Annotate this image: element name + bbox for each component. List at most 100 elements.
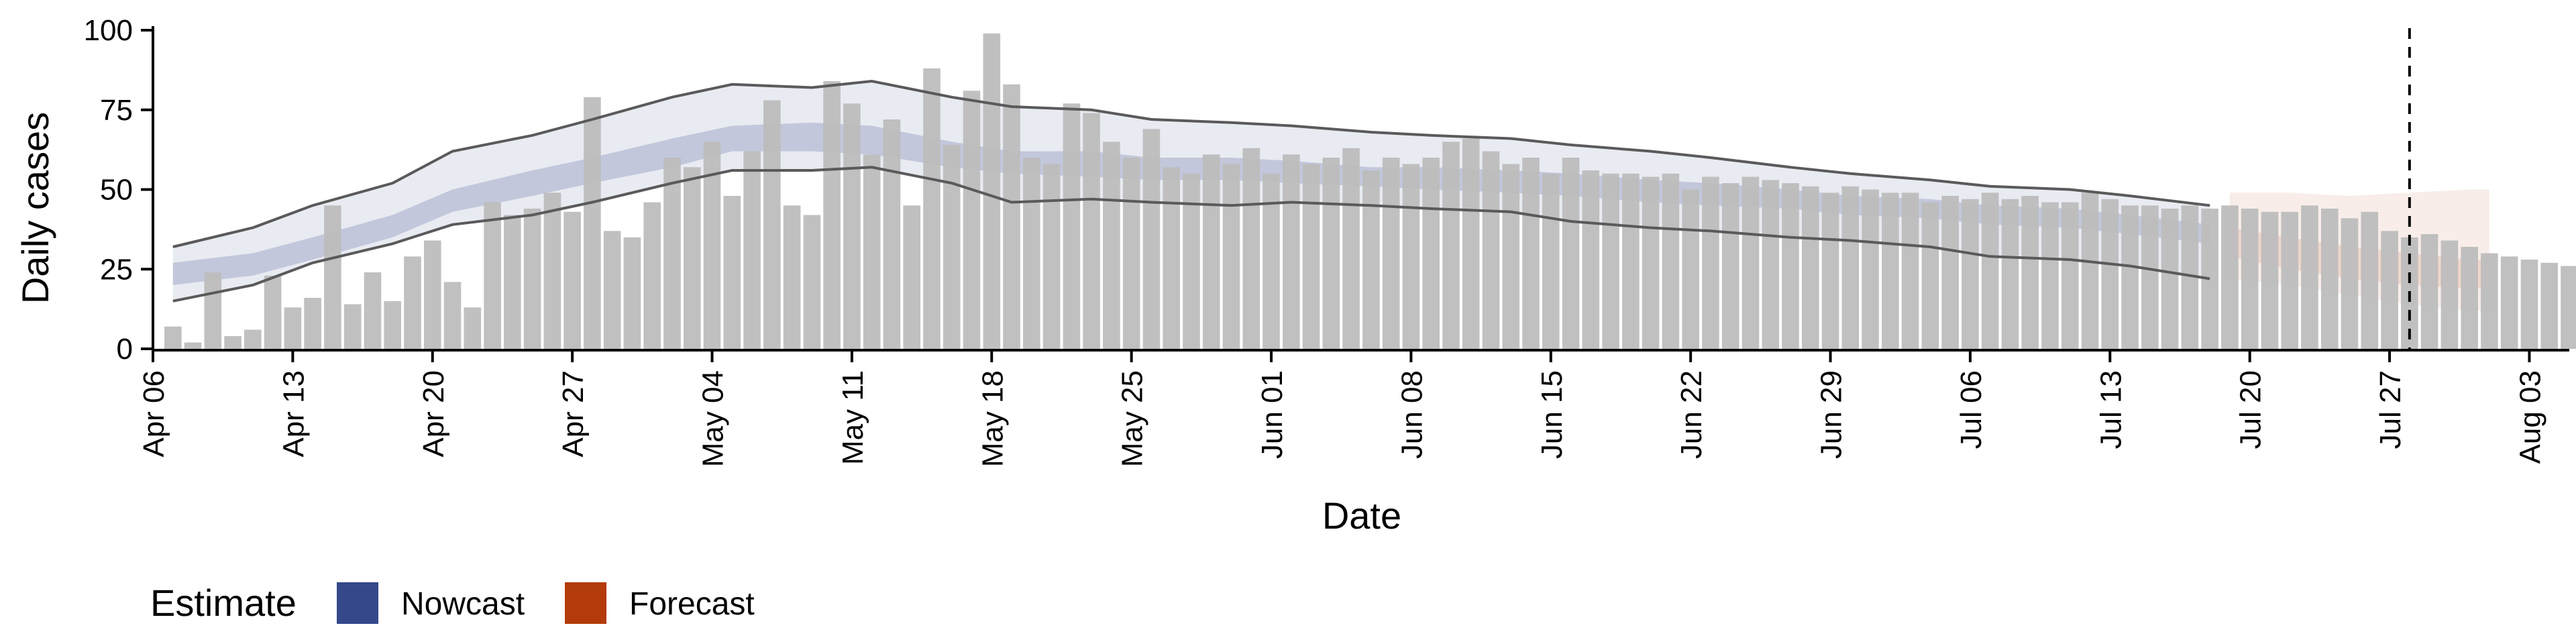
bar	[404, 256, 421, 350]
bar	[1522, 158, 1540, 349]
bar	[1422, 158, 1440, 349]
bar	[1582, 170, 1600, 349]
bar	[1562, 158, 1580, 349]
x-tick-label: May 18	[976, 370, 1009, 467]
bar	[543, 193, 561, 350]
bar	[1782, 183, 1799, 349]
bar	[883, 119, 901, 349]
y-tick-label: 75	[100, 94, 133, 127]
bar	[184, 342, 202, 349]
bar	[1622, 173, 1640, 350]
bar	[464, 307, 482, 350]
x-tick-label: Apr 20	[417, 370, 450, 458]
bar	[663, 158, 681, 349]
bar	[224, 336, 241, 349]
bar	[1482, 151, 1500, 349]
x-tick-label: Jun 22	[1675, 370, 1708, 459]
bar	[1103, 142, 1120, 350]
nowcast-upper-line	[172, 79, 2210, 248]
bar	[2041, 202, 2059, 349]
bar	[1362, 170, 1380, 349]
axes	[141, 26, 2569, 362]
x-tick-label: Jul 06	[1955, 370, 1988, 449]
x-tick-label: Jul 20	[2235, 370, 2267, 449]
legend: Estimate Nowcast Forecast	[150, 582, 755, 624]
bar	[364, 272, 382, 349]
x-tick-label: Apr 13	[277, 370, 310, 458]
bar	[2081, 193, 2099, 350]
nowcast-lower-line	[172, 166, 2210, 303]
bar	[1242, 148, 1260, 350]
x-tick-label: Jun 01	[1256, 370, 1289, 459]
bar	[963, 91, 981, 350]
bar	[1662, 173, 1680, 350]
x-tick-label: Jun 29	[1815, 370, 1848, 459]
legend-swatch-forecast	[565, 582, 606, 624]
bar	[2520, 260, 2538, 349]
bar	[1263, 173, 1280, 350]
bar	[823, 81, 841, 349]
bar	[1163, 167, 1180, 350]
bar	[2341, 218, 2359, 350]
bar	[2121, 205, 2139, 350]
bar	[204, 272, 222, 349]
bar	[2021, 196, 2039, 349]
bar	[2381, 231, 2398, 350]
bar	[2461, 247, 2478, 349]
x-tick-label: May 04	[697, 370, 730, 467]
bar	[2361, 211, 2379, 350]
bar	[1682, 189, 1699, 349]
x-tick-label: Aug 03	[2514, 370, 2547, 464]
bar	[1042, 164, 1061, 349]
x-tick-labels: Apr 06 Apr 13 Apr 20 Apr 27 May 04 May 11 May …	[138, 370, 2547, 467]
bar	[523, 209, 541, 349]
bar	[743, 151, 761, 349]
bar	[1882, 193, 1899, 350]
bar	[2440, 240, 2459, 349]
bar	[1302, 164, 1320, 349]
legend-label-nowcast: Nowcast	[401, 586, 525, 622]
x-tick-label: Apr 27	[557, 370, 590, 458]
bar	[2161, 209, 2179, 349]
bar	[1202, 154, 1220, 350]
bar	[863, 154, 881, 350]
bar	[504, 215, 521, 349]
y-tick-label: 25	[100, 253, 133, 286]
bar	[1542, 173, 1560, 350]
legend-label-forecast: Forecast	[629, 586, 755, 622]
bar	[843, 103, 861, 350]
bar	[1941, 196, 1959, 349]
bar	[723, 196, 741, 349]
bar	[2321, 209, 2339, 349]
bar	[2540, 262, 2558, 350]
bar	[2221, 205, 2239, 350]
bar	[2241, 209, 2259, 349]
bar	[1841, 186, 1860, 350]
bar	[1981, 193, 1999, 350]
bar	[424, 240, 441, 349]
bar	[2101, 199, 2119, 350]
bar	[603, 231, 621, 350]
bar	[1962, 199, 1979, 350]
bar	[1222, 164, 1240, 349]
y-tick-label: 0	[117, 333, 133, 366]
bar	[983, 33, 1001, 350]
bar	[2261, 211, 2279, 350]
y-tick-label: 100	[84, 14, 133, 47]
bar	[1702, 176, 1719, 349]
bar	[1862, 189, 1879, 349]
bar	[684, 167, 701, 350]
y-tick-label: 50	[100, 174, 133, 207]
bar	[643, 202, 661, 349]
y-axis-title: Daily cases	[14, 112, 56, 304]
bar	[1821, 193, 1839, 350]
bar	[1402, 164, 1420, 349]
bar	[783, 205, 801, 350]
legend-title: Estimate	[150, 582, 297, 624]
nowcast-inner-band	[172, 122, 2210, 285]
bar	[903, 205, 920, 350]
bar	[2561, 266, 2576, 349]
bar	[1642, 176, 1660, 349]
bar	[284, 307, 302, 350]
